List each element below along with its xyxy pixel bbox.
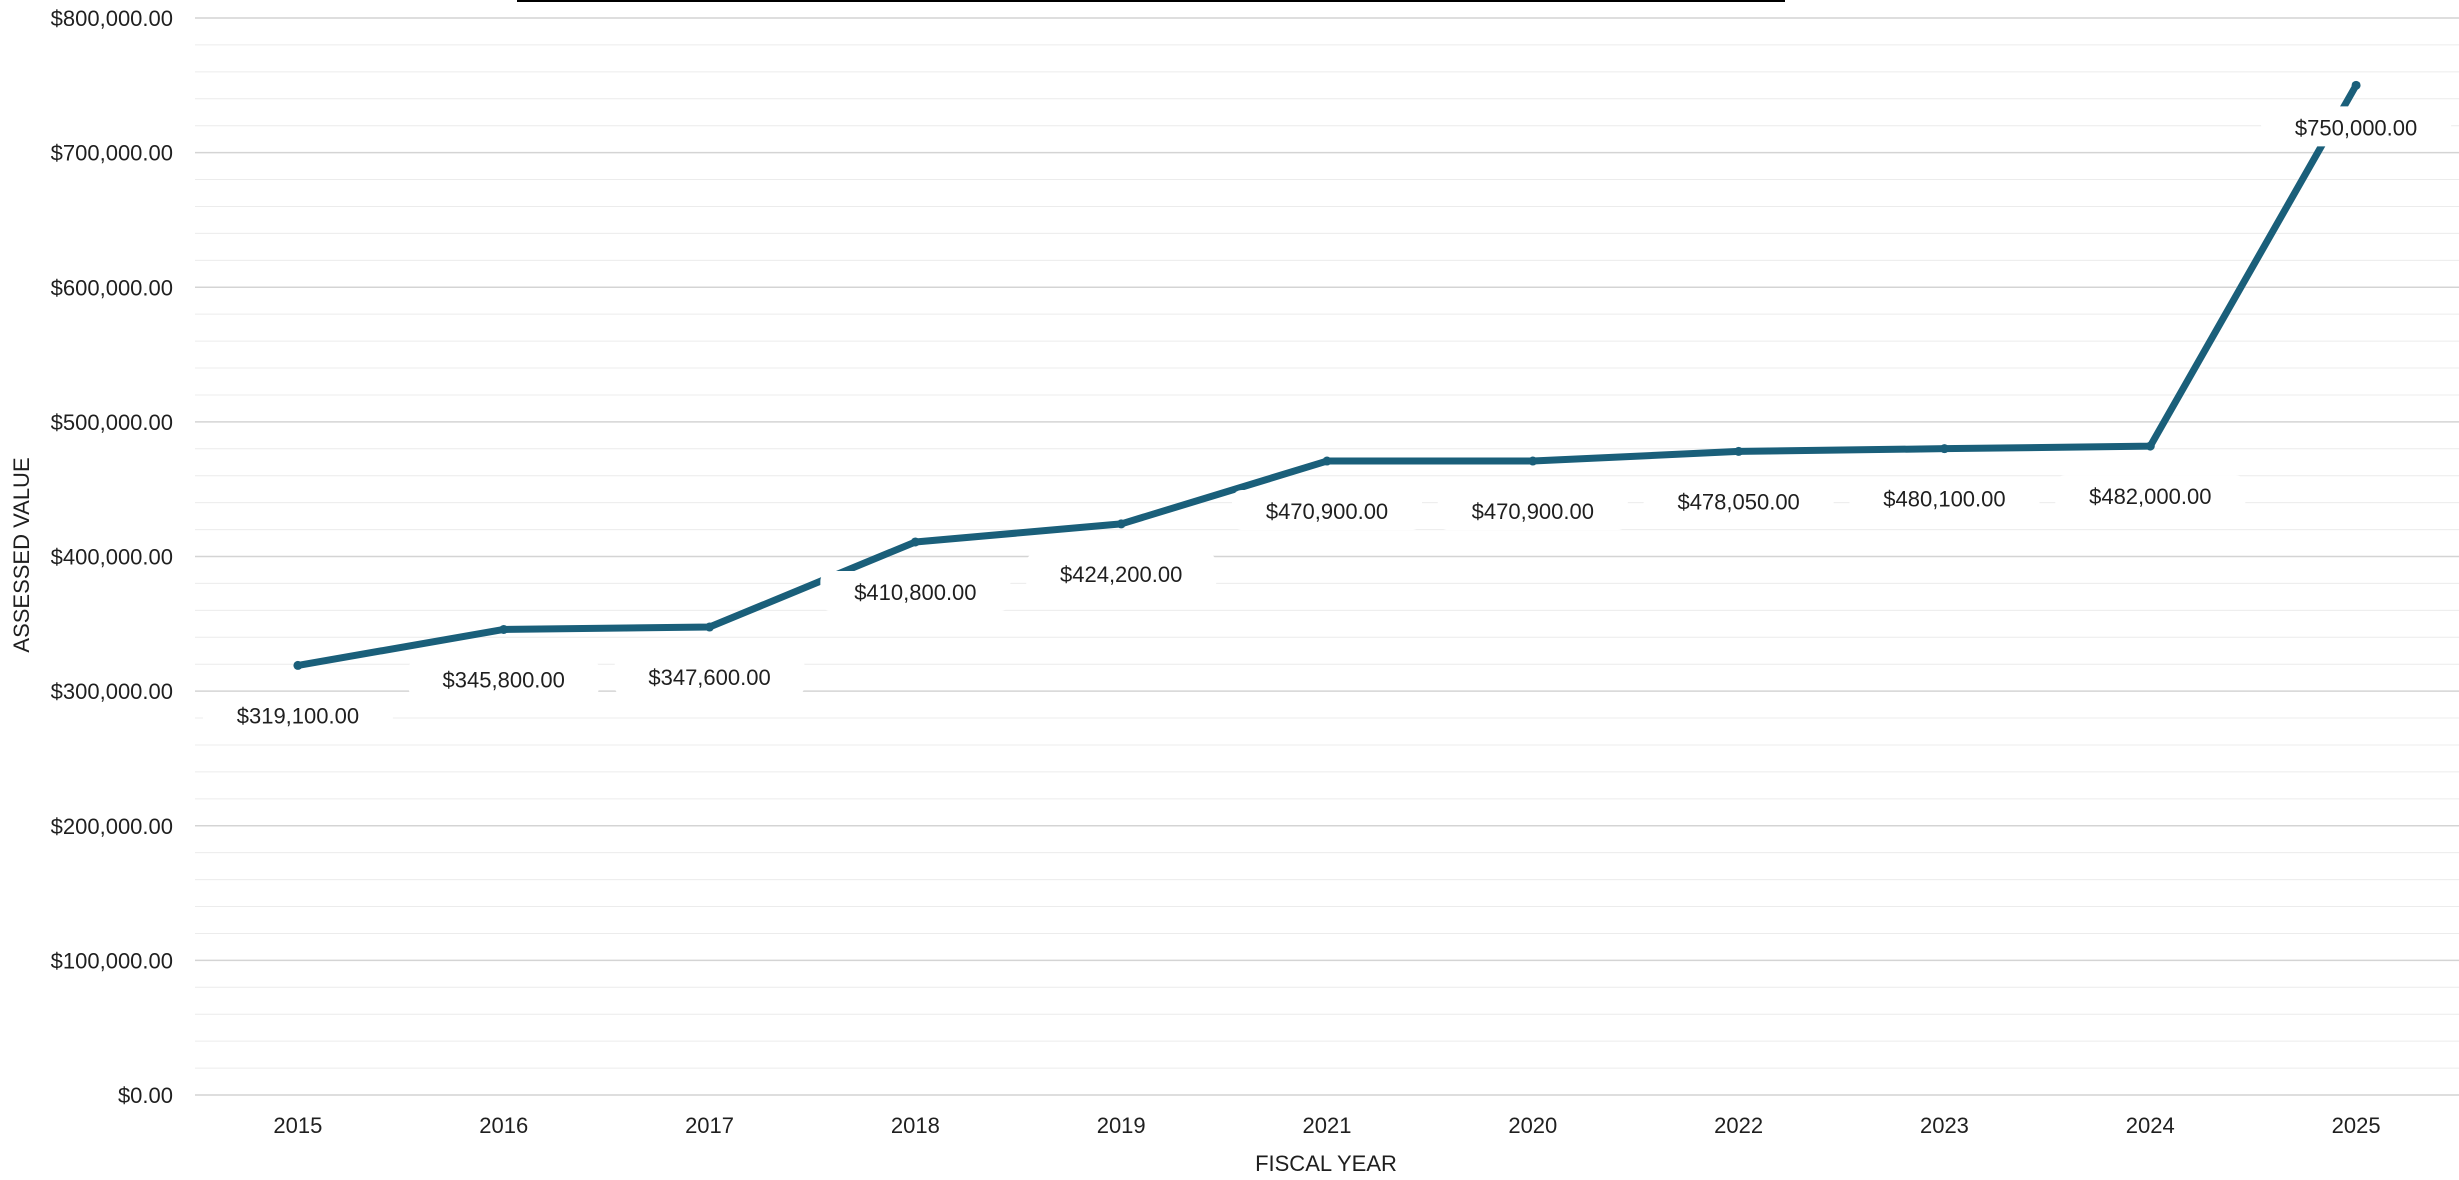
series-group — [293, 80, 2361, 670]
data-point — [1734, 446, 1744, 456]
x-tick-label: 2025 — [2332, 1113, 2381, 1138]
data-label-background — [1643, 480, 1834, 521]
data-point — [2351, 80, 2361, 90]
data-label: $345,800.00 — [443, 667, 565, 692]
data-label-background — [1026, 552, 1217, 593]
data-label-background — [1849, 477, 2040, 518]
data-point — [2145, 441, 2155, 451]
data-label: $478,050.00 — [1677, 489, 1799, 514]
data-label-background — [2261, 106, 2452, 147]
x-tick-label: 2022 — [1714, 1113, 1763, 1138]
data-point — [705, 622, 715, 632]
data-label-background — [1232, 490, 1422, 531]
y-tick-label: $500,000.00 — [51, 410, 173, 435]
data-labels: $319,100.00 $345,800.00 $347,600.00 $410,80… — [202, 106, 2452, 735]
major-gridlines — [195, 17, 2459, 1096]
y-tick-label: $100,000.00 — [51, 948, 173, 973]
data-point — [1116, 519, 1126, 529]
data-label: $319,100.00 — [237, 703, 359, 728]
x-axis-title: FISCAL YEAR — [1255, 1151, 1397, 1176]
data-label-background — [820, 570, 1011, 611]
data-label: $480,100.00 — [1883, 487, 2005, 512]
y-tick-label: $600,000.00 — [51, 275, 173, 300]
data-label-background — [614, 656, 805, 697]
data-label-background — [1437, 490, 1628, 531]
y-tick-label: $200,000.00 — [51, 814, 173, 839]
x-tick-label: 2016 — [479, 1113, 528, 1138]
data-label-background — [408, 658, 599, 699]
data-label-background — [2055, 475, 2246, 516]
x-tick-label: 2019 — [1097, 1113, 1146, 1138]
x-axis-tick-labels: 2015 2016 2017 2018 2019 2021 2020 2022 2023 2024… — [273, 1113, 2380, 1138]
data-label-background — [202, 694, 393, 735]
data-label: $470,900.00 — [1472, 499, 1594, 524]
series-line — [294, 81, 2360, 669]
y-tick-label: $400,000.00 — [51, 545, 173, 570]
x-tick-label: 2023 — [1920, 1113, 1969, 1138]
y-tick-label: $800,000.00 — [51, 6, 173, 31]
data-label: $470,900.00 — [1266, 499, 1388, 524]
x-tick-label: 2021 — [1303, 1113, 1352, 1138]
data-label: $482,000.00 — [2089, 484, 2211, 509]
data-point — [1322, 456, 1332, 466]
y-tick-label: $300,000.00 — [51, 679, 173, 704]
data-label: $347,600.00 — [648, 665, 770, 690]
y-tick-label: $700,000.00 — [51, 141, 173, 166]
data-point — [293, 660, 303, 670]
x-tick-label: 2024 — [2126, 1113, 2175, 1138]
data-point — [910, 537, 920, 547]
data-label: $750,000.00 — [2295, 115, 2417, 140]
data-point — [499, 624, 509, 634]
x-tick-label: 2015 — [273, 1113, 322, 1138]
y-axis-title: ASSESSED VALUE — [9, 457, 34, 652]
data-point — [1939, 444, 1949, 454]
x-tick-label: 2020 — [1508, 1113, 1557, 1138]
data-label: $410,800.00 — [854, 580, 976, 605]
data-label: $424,200.00 — [1060, 562, 1182, 587]
data-point — [1528, 456, 1538, 466]
x-tick-label: 2018 — [891, 1113, 940, 1138]
x-tick-label: 2017 — [685, 1113, 734, 1138]
y-axis-tick-labels: $0.00 $100,000.00 $200,000.00 $300,000.00 $4… — [51, 6, 173, 1108]
y-tick-label: $0.00 — [118, 1083, 173, 1108]
